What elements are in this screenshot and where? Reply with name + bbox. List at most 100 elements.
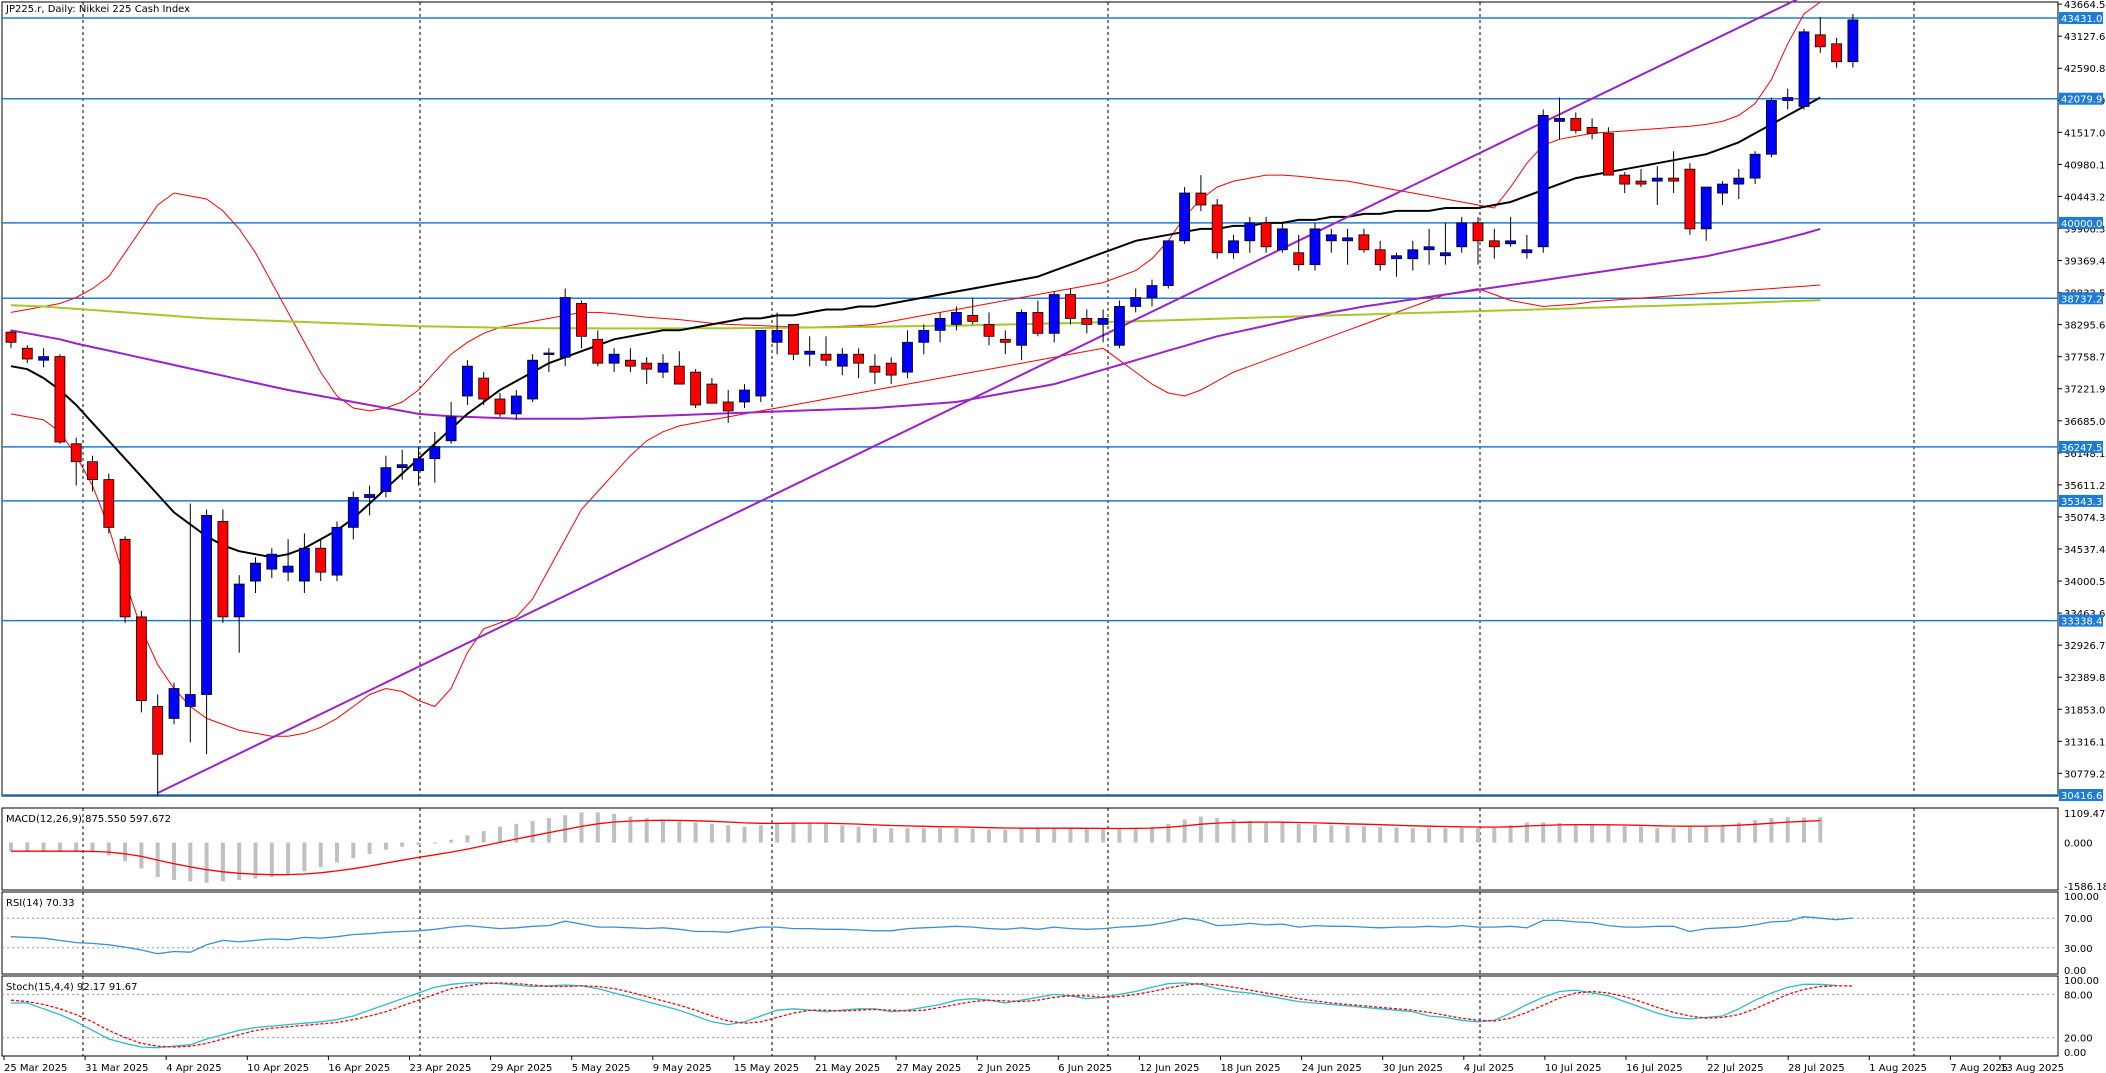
candle: [1472, 216, 1484, 265]
y-tick-label: 35074.34: [2064, 513, 2106, 524]
macd-histogram-bar: [253, 842, 258, 879]
candle-body: [347, 497, 359, 528]
candle: [201, 509, 213, 755]
macd-histogram-bar: [1117, 828, 1122, 843]
candle: [1570, 112, 1582, 134]
candle: [1358, 228, 1370, 253]
candle-body: [869, 365, 881, 373]
y-tick-label: 39369.46: [2064, 257, 2106, 268]
candle-body: [592, 338, 604, 364]
candle-body: [657, 362, 669, 373]
candle-body: [625, 359, 636, 367]
candle-body: [608, 353, 620, 364]
panel-gap: [0, 797, 2106, 807]
candle: [1603, 127, 1614, 176]
macd-histogram-bar: [742, 826, 747, 843]
candle-body: [429, 446, 441, 460]
candle: [1114, 300, 1125, 349]
candle: [1325, 228, 1337, 253]
candle: [1048, 291, 1060, 343]
candle-body: [1749, 153, 1761, 179]
level-price-tag: [2059, 494, 2103, 507]
macd-histogram-bar: [1361, 826, 1366, 843]
envelope-lower-line: [10, 284, 1821, 737]
macd-histogram-bar: [1133, 828, 1138, 843]
candle-body: [983, 323, 995, 337]
y-tick-label: 39906.35: [2064, 224, 2106, 235]
macd-histogram-bar: [612, 813, 617, 843]
candle-body: [788, 323, 799, 355]
candle-body: [1130, 297, 1142, 307]
candle-body: [1684, 168, 1696, 230]
candle-body: [1032, 312, 1044, 334]
candle-body: [1277, 228, 1288, 251]
macd-histogram-bar: [1264, 821, 1269, 843]
candle-body: [1048, 294, 1060, 334]
macd-histogram-bar: [579, 812, 584, 843]
level-price-label: 33338.47: [2061, 617, 2106, 628]
time-axis: 25 Mar 2025 31 Mar 2025 4 Apr 2025 10 Apr 2…: [3, 1056, 2064, 1073]
candle: [1081, 309, 1093, 334]
candle-body: [168, 688, 180, 719]
macd-histogram-bar: [1378, 826, 1383, 843]
level-price-tag: [2059, 92, 2103, 105]
candle-body: [1211, 204, 1223, 254]
x-tick-label: 29 Apr 2025: [491, 1063, 553, 1073]
candle: [5, 330, 17, 349]
stoch-y-tick-label: 20.00: [2064, 1034, 2093, 1045]
candle: [364, 485, 376, 516]
candle-body: [184, 694, 196, 707]
candle: [135, 610, 147, 713]
y-tick-label: 43127.69: [2064, 32, 2106, 43]
candle: [1586, 118, 1598, 140]
macd-histogram-bar: [1394, 827, 1399, 843]
candle: [788, 323, 799, 361]
candle-body: [478, 377, 490, 400]
macd-histogram-bar: [449, 839, 454, 843]
candle: [1814, 16, 1826, 53]
candle-body: [1179, 192, 1190, 242]
macd-histogram-bar: [432, 842, 437, 844]
candle-body: [1603, 132, 1614, 176]
candle: [1684, 163, 1696, 235]
macd-y-tick-label: -1586.185: [2064, 882, 2106, 893]
candle-body: [951, 312, 962, 325]
candle-body: [1081, 318, 1093, 325]
macd-histogram-bar: [465, 835, 470, 843]
macd-histogram-bar: [1573, 823, 1578, 843]
macd-histogram-bar: [1166, 823, 1171, 843]
candle: [1391, 252, 1402, 277]
candle-body: [1097, 318, 1109, 325]
candle-body: [331, 526, 343, 576]
candle-body: [250, 562, 261, 582]
x-tick-label: 4 Jul 2025: [1464, 1063, 1514, 1073]
candle-body: [1358, 234, 1370, 251]
stoch-main-line: [11, 982, 1837, 1049]
macd-y-tick-label: 0.000: [2064, 839, 2093, 850]
candle-body: [298, 547, 310, 582]
moving-average-short-line: [10, 96, 1821, 559]
candle-body: [1065, 294, 1076, 319]
candle-body: [1342, 237, 1353, 242]
panel-frame: [1, 807, 2059, 891]
candle: [217, 509, 229, 623]
candle: [380, 455, 392, 498]
candle: [233, 575, 245, 653]
moving-average-mid-line: [10, 227, 1821, 420]
x-tick-label: 27 May 2025: [896, 1063, 961, 1073]
macd-histogram-bar: [677, 820, 682, 843]
candle: [1407, 240, 1419, 271]
candle: [918, 324, 930, 355]
y-tick-label: 36148.12: [2064, 449, 2106, 460]
candle-body: [559, 297, 571, 358]
candle: [1733, 169, 1745, 200]
candle-body: [690, 371, 701, 406]
x-tick-label: 28 Jul 2025: [1788, 1063, 1845, 1073]
macd-histogram-bar: [1019, 829, 1024, 843]
level-price-label: 38737.28: [2061, 294, 2106, 305]
candle: [1831, 37, 1842, 68]
macd-histogram-bar: [139, 842, 144, 869]
candle: [771, 312, 783, 355]
candle-body: [1260, 222, 1272, 248]
